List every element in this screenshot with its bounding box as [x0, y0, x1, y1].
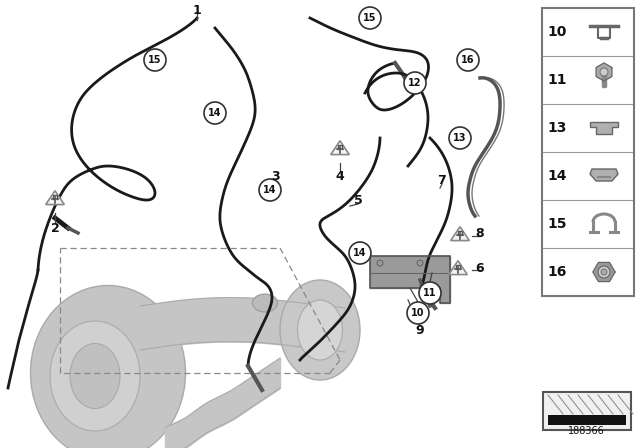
Ellipse shape [253, 294, 278, 312]
Text: 11: 11 [423, 288, 436, 298]
Text: 6: 6 [476, 262, 484, 275]
Text: 10: 10 [547, 25, 566, 39]
Text: 12: 12 [408, 78, 422, 88]
Text: 15: 15 [148, 55, 162, 65]
Text: 14: 14 [353, 248, 367, 258]
Circle shape [601, 269, 607, 275]
Circle shape [204, 102, 226, 124]
Polygon shape [370, 256, 450, 303]
Text: 16: 16 [461, 55, 475, 65]
Circle shape [600, 68, 608, 76]
Polygon shape [596, 63, 612, 81]
Circle shape [359, 7, 381, 29]
FancyBboxPatch shape [543, 392, 631, 430]
Text: 11: 11 [547, 73, 566, 87]
Text: 14: 14 [208, 108, 221, 118]
Text: 14: 14 [547, 169, 566, 183]
Polygon shape [451, 227, 469, 241]
Circle shape [377, 260, 383, 266]
Ellipse shape [70, 344, 120, 409]
Ellipse shape [280, 280, 360, 380]
Ellipse shape [31, 285, 186, 448]
Text: 5: 5 [354, 194, 362, 207]
Text: 10: 10 [412, 308, 425, 318]
Text: 1: 1 [193, 4, 202, 17]
Polygon shape [331, 141, 349, 155]
Polygon shape [590, 122, 618, 134]
Text: 7: 7 [438, 173, 446, 186]
Text: 8: 8 [476, 227, 484, 240]
Circle shape [349, 242, 371, 264]
Text: 13: 13 [453, 133, 467, 143]
Circle shape [417, 260, 423, 266]
Text: 13: 13 [547, 121, 566, 135]
Polygon shape [593, 263, 615, 281]
Text: 16: 16 [547, 265, 566, 279]
Polygon shape [548, 415, 626, 425]
Circle shape [259, 179, 281, 201]
Circle shape [404, 72, 426, 94]
Circle shape [598, 266, 610, 278]
Text: 9: 9 [416, 323, 424, 336]
Polygon shape [449, 261, 467, 275]
Polygon shape [45, 191, 64, 205]
Circle shape [407, 302, 429, 324]
Ellipse shape [298, 300, 342, 360]
Text: 15: 15 [364, 13, 377, 23]
Text: 4: 4 [335, 169, 344, 182]
Text: 15: 15 [547, 217, 566, 231]
Circle shape [144, 49, 166, 71]
Circle shape [419, 282, 441, 304]
Circle shape [449, 127, 471, 149]
Text: 2: 2 [51, 221, 60, 234]
Ellipse shape [50, 321, 140, 431]
Text: 14: 14 [263, 185, 276, 195]
Circle shape [457, 49, 479, 71]
Text: 3: 3 [271, 169, 279, 182]
Polygon shape [590, 169, 618, 181]
Text: 188366: 188366 [568, 426, 604, 436]
